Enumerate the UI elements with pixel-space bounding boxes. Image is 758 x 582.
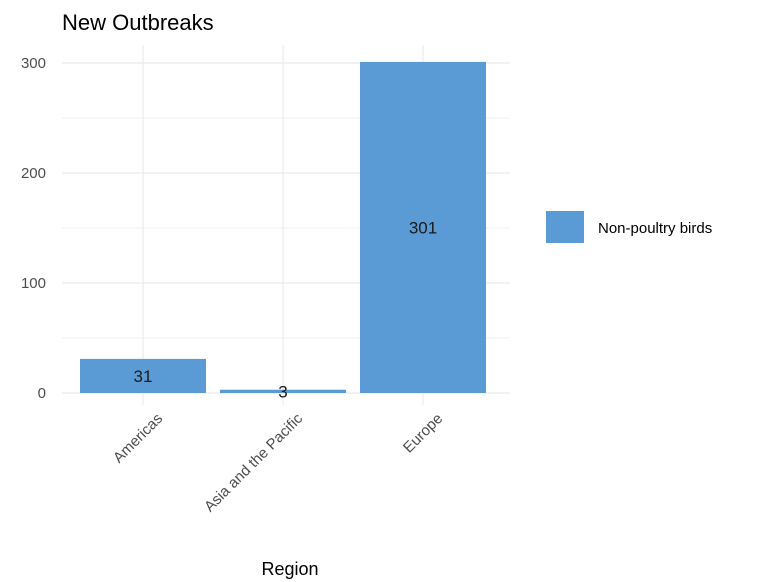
legend-swatch [546, 211, 584, 243]
y-tick-label: 200 [21, 165, 46, 182]
x-tick-label: Europe [400, 410, 446, 456]
y-tick-label: 100 [21, 275, 46, 292]
x-tick-label: Americas [110, 410, 166, 466]
bars [80, 61, 486, 394]
bar-data-label: 3 [278, 382, 287, 401]
chart-title: New Outbreaks [62, 10, 214, 35]
x-axis-label: Region [261, 559, 318, 579]
bar-data-label: 31 [134, 367, 153, 386]
y-tick-label: 0 [38, 385, 46, 402]
legend-label: Non-poultry birds [598, 220, 712, 237]
y-tick-label: 300 [21, 55, 46, 72]
legend: Non-poultry birds [546, 211, 712, 243]
y-axis-ticks: 0 100 200 300 [21, 55, 46, 402]
bar-labels: 31 3 301 [134, 218, 438, 401]
bar [80, 358, 206, 393]
x-tick-label: Asia and the Pacific [201, 410, 307, 516]
x-axis-ticks: Americas Asia and the Pacific Europe [110, 410, 446, 516]
bar [360, 61, 486, 394]
bar [220, 389, 346, 393]
bar-data-label: 301 [409, 218, 437, 237]
